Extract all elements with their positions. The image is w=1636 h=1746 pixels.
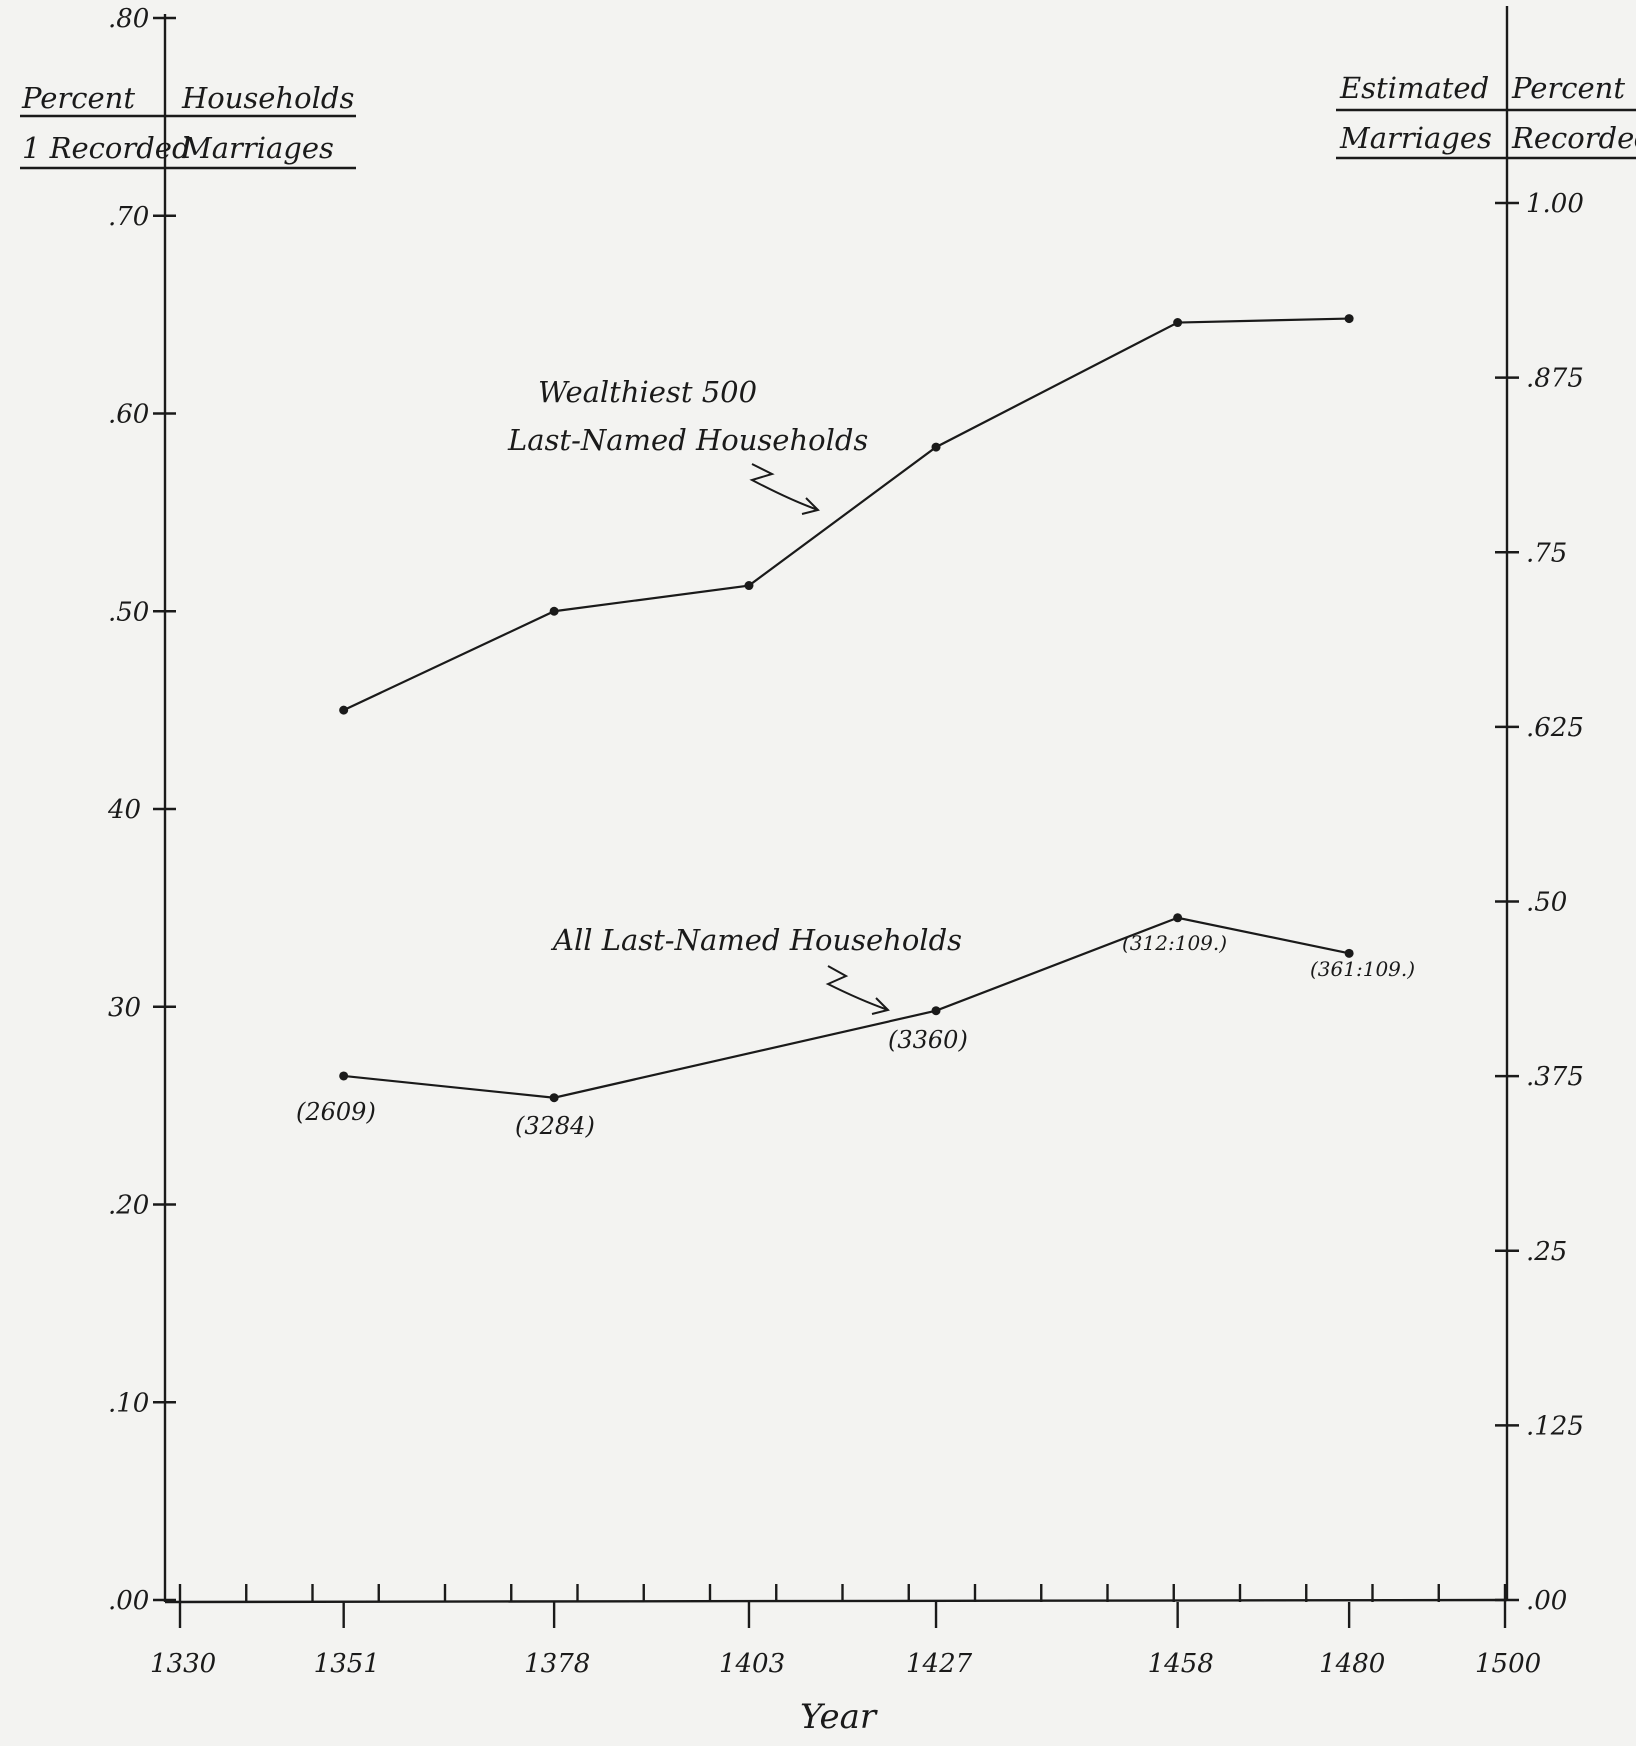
left-tick-label: .60 — [108, 400, 149, 430]
left-tick-label: 30 — [108, 993, 141, 1023]
data-point — [549, 606, 559, 616]
right-tick-label: .75 — [1526, 538, 1567, 568]
left-tick-label: .70 — [108, 202, 149, 232]
annotation-1378: (3284) — [515, 1112, 595, 1140]
left-tick-label: .00 — [108, 1586, 149, 1616]
data-point — [339, 705, 349, 715]
data-point — [1344, 948, 1354, 958]
data-point — [931, 442, 941, 452]
right-axis-title-1a: Estimated — [1339, 71, 1489, 105]
left-tick-label: .80 — [108, 4, 149, 34]
left-tick-group: .00 .10 .20 30 40 .50 .60 .70 .80 — [107, 4, 176, 1616]
annotation-1480: (361:109.) — [1310, 957, 1415, 981]
right-tick-label: .625 — [1526, 713, 1584, 743]
right-axis-title-1b: Percent — [1511, 71, 1625, 105]
data-point — [1344, 314, 1354, 324]
arrow-wealthiest — [749, 463, 820, 515]
right-tick-group: .00 .125 .25 .375 .50 .625 .75 .875 1.00 — [1495, 189, 1584, 1616]
data-point — [1173, 318, 1183, 328]
left-tick-label: .10 — [108, 1388, 149, 1418]
series-label-wealthiest-2: Last-Named Households — [507, 423, 868, 457]
series-label-wealthiest-1: Wealthiest 500 — [538, 375, 757, 409]
left-axis-title-2b: Marriages — [181, 131, 334, 165]
left-axis-title-1a: Percent — [21, 81, 135, 115]
left-axis-title-2a: 1 Recorded — [22, 131, 191, 165]
right-tick-label: .00 — [1526, 1586, 1567, 1616]
annotation-1351: (2609) — [296, 1098, 376, 1126]
x-tick-label: 1427 — [906, 1649, 973, 1679]
x-tick-label: 1500 — [1475, 1649, 1541, 1679]
data-point — [549, 1093, 559, 1103]
x-tick-label: 1330 — [150, 1649, 216, 1679]
right-tick-label: 1.00 — [1526, 189, 1584, 219]
left-tick-label: .20 — [108, 1191, 149, 1221]
left-axis-title-1b: Households — [181, 81, 354, 115]
annotation-1458: (312:109.) — [1122, 931, 1227, 955]
right-tick-label: .25 — [1526, 1237, 1567, 1267]
x-tick-label: 1378 — [524, 1649, 590, 1679]
data-point — [931, 1006, 941, 1016]
x-tick-group: 1330 1351 1378 1403 1427 1458 1480 1500 — [150, 1584, 1541, 1679]
series-group — [339, 314, 1354, 1103]
right-axis-title-2b: Recorded — [1511, 121, 1636, 155]
x-tick-label: 1480 — [1319, 1649, 1385, 1679]
right-tick-label: .50 — [1526, 888, 1567, 918]
series-line-0 — [343, 317, 1350, 712]
data-point — [744, 581, 754, 591]
right-tick-label: .875 — [1526, 364, 1584, 394]
left-tick-label: .50 — [108, 597, 149, 627]
x-tick-label: 1351 — [314, 1649, 380, 1679]
x-axis — [164, 1598, 1508, 1604]
right-axis-title-2a: Marriages — [1339, 121, 1492, 155]
x-tick-label: 1403 — [719, 1649, 785, 1679]
annotation-1427: (3360) — [888, 1026, 968, 1054]
right-tick-label: .375 — [1526, 1062, 1584, 1092]
left-tick-label: 40 — [107, 795, 141, 825]
series-label-all: All Last-Named Households — [550, 923, 962, 957]
right-tick-label: .125 — [1526, 1411, 1584, 1441]
data-point — [1173, 913, 1183, 923]
data-point — [339, 1071, 349, 1081]
x-axis-label: Year — [800, 1697, 878, 1737]
x-tick-label: 1458 — [1148, 1649, 1214, 1679]
arrow-all — [825, 965, 890, 1015]
